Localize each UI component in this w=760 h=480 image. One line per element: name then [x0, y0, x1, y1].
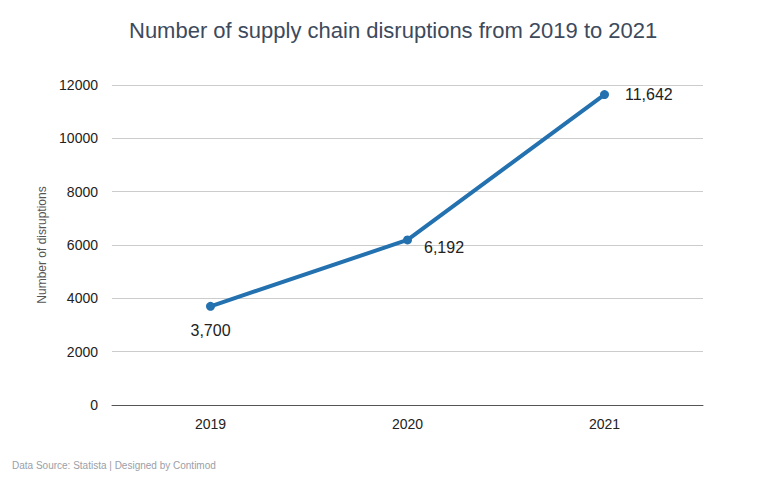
svg-text:12000: 12000	[59, 77, 98, 93]
svg-text:2020: 2020	[392, 416, 423, 432]
svg-text:Data Source: Statista | Design: Data Source: Statista | Designed by Cont…	[12, 460, 216, 471]
svg-text:Number of supply chain disrupt: Number of supply chain disruptions from …	[129, 18, 657, 43]
svg-text:Number of disruptions: Number of disruptions	[35, 186, 49, 303]
svg-text:2021: 2021	[589, 416, 620, 432]
svg-text:8000: 8000	[67, 184, 98, 200]
svg-text:6000: 6000	[67, 237, 98, 253]
svg-text:0: 0	[90, 397, 98, 413]
svg-text:4000: 4000	[67, 290, 98, 306]
svg-text:6,192: 6,192	[424, 239, 464, 256]
svg-text:11,642: 11,642	[625, 86, 673, 103]
svg-text:10000: 10000	[59, 130, 98, 146]
svg-text:2000: 2000	[67, 344, 98, 360]
svg-text:3,700: 3,700	[190, 322, 230, 339]
svg-text:2019: 2019	[195, 416, 226, 432]
